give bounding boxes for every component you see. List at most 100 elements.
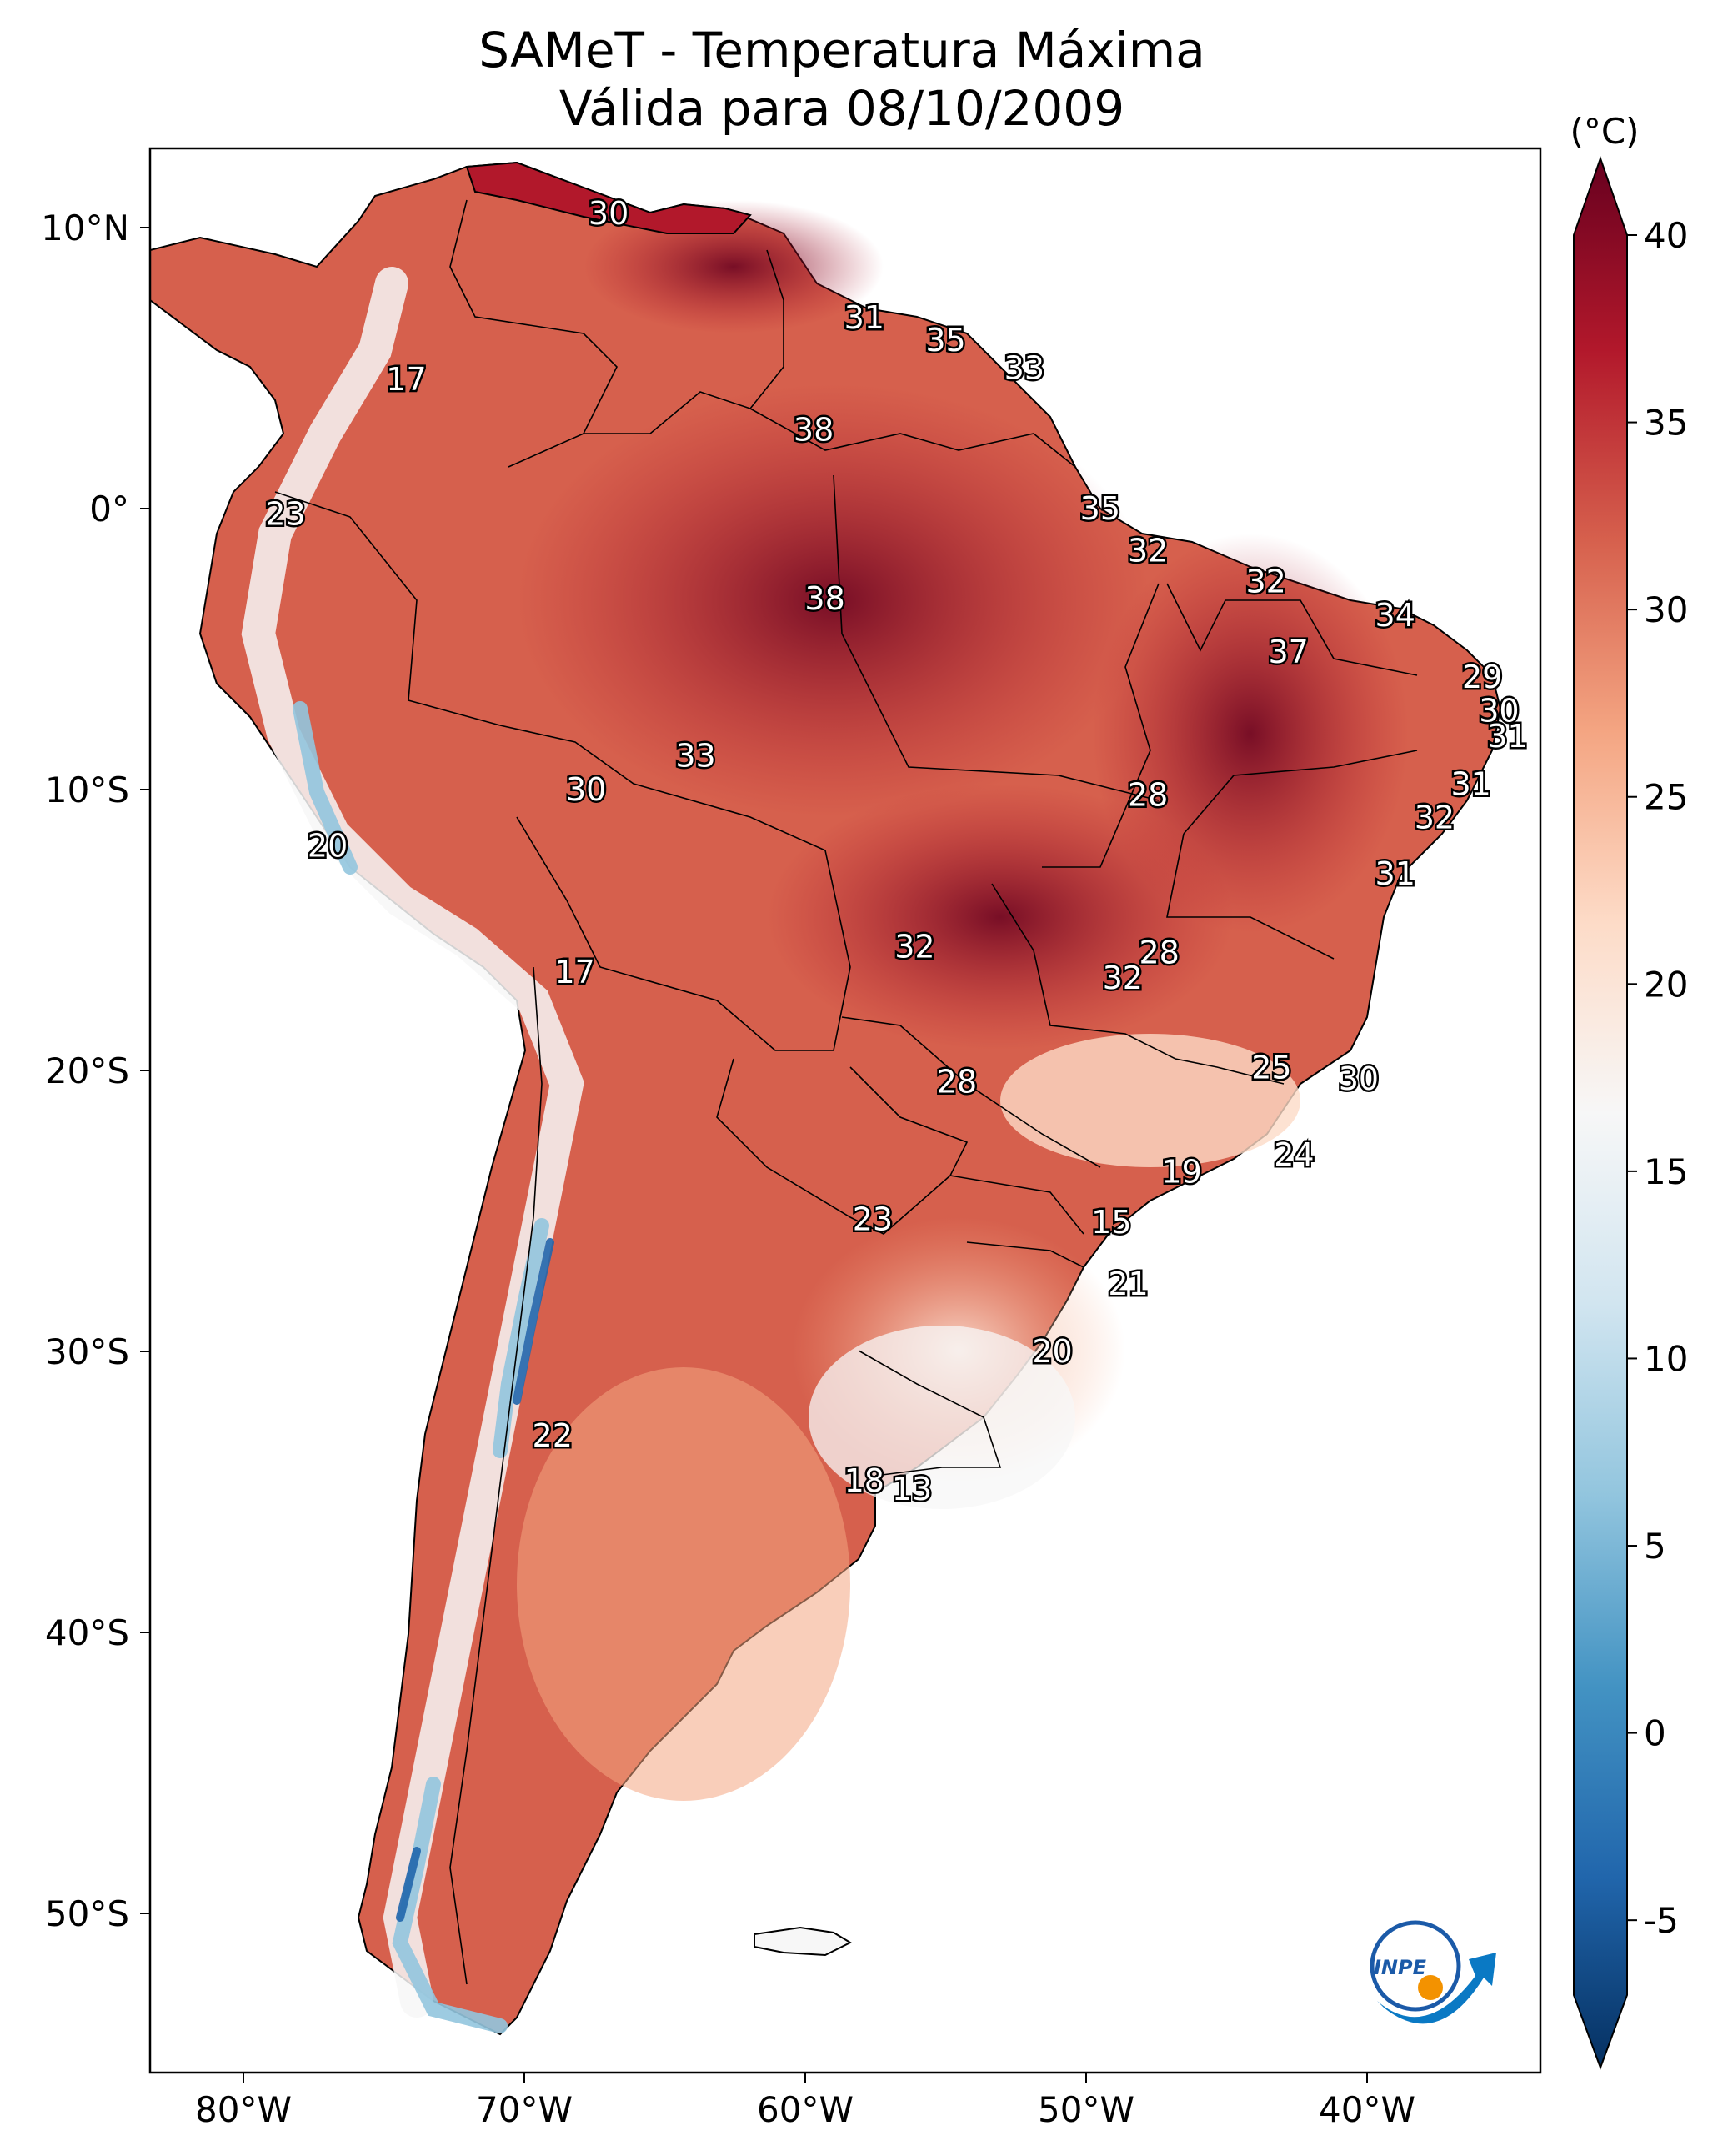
colorbar-body xyxy=(1573,155,1628,2070)
logo-orbit-icon xyxy=(1370,1920,1461,2012)
station-value-label: 32 xyxy=(1415,800,1455,836)
mild-region-uruguay xyxy=(809,1326,1075,1509)
border-brazil-north xyxy=(508,391,1076,468)
border-argentina-chile xyxy=(449,966,543,1985)
border-brazil-states-5 xyxy=(991,883,1285,1085)
border-colombia-venezuela xyxy=(449,199,618,434)
border-brazil-states-6 xyxy=(841,1016,1101,1168)
station-value-label: 24 xyxy=(1274,1136,1314,1173)
logo-text: INPE xyxy=(1374,1956,1427,1979)
logo-swoosh-icon xyxy=(1377,1953,1496,2024)
station-value-label: 17 xyxy=(554,954,594,990)
border-brazil-states-2 xyxy=(1042,583,1160,868)
latitude-labels: 10°N 0° 10°S 20°S 30°S 40°S 50°S xyxy=(41,208,150,1934)
station-value-label: 19 xyxy=(1161,1153,1201,1190)
station-value-label: 23 xyxy=(265,496,305,533)
andes-coldest-band xyxy=(293,701,549,2033)
colorbar-unit: (°C) xyxy=(1570,111,1639,152)
longitude-label: 70°W xyxy=(476,2089,573,2130)
latitude-label: 50°S xyxy=(45,1893,129,1934)
heat-core-guiana xyxy=(584,200,884,333)
station-value-label: 20 xyxy=(1032,1333,1072,1370)
border-brazil-states-4 xyxy=(1166,750,1418,960)
station-value-label: 38 xyxy=(804,580,844,617)
station-value-label: 21 xyxy=(1108,1266,1148,1302)
map-frame xyxy=(148,147,1542,2074)
border-colombia-peru xyxy=(274,491,501,726)
colorbar-tick-label: 5 xyxy=(1644,1526,1666,1567)
border-uruguay xyxy=(858,1350,1002,1477)
heat-core-amazon xyxy=(517,384,1150,817)
station-value-label: 25 xyxy=(1251,1050,1291,1086)
station-value-label: 32 xyxy=(1246,564,1286,600)
map-title-line2: Válida para 08/10/2009 xyxy=(559,80,1124,137)
station-value-label: 18 xyxy=(844,1462,884,1499)
station-value-label: 28 xyxy=(937,1063,977,1100)
longitude-label: 60°W xyxy=(757,2089,854,2130)
latitude-label: 40°S xyxy=(45,1612,129,1653)
country-borders xyxy=(274,199,1418,1985)
station-value-label: 30 xyxy=(1339,1060,1379,1097)
station-value-label: 31 xyxy=(1487,718,1527,755)
colorbar-tick-label: 35 xyxy=(1644,403,1688,444)
station-value-label: 31 xyxy=(844,299,884,336)
station-value-label: 30 xyxy=(1479,693,1519,730)
map-area xyxy=(150,148,1540,2073)
latitude-label: 20°S xyxy=(45,1050,129,1091)
colorbar-ticks: 40 35 30 25 20 15 10 5 0 -5 xyxy=(1627,215,1688,1941)
logo-sun-icon xyxy=(1418,1975,1443,2000)
map-title-line1: SAMeT - Temperatura Máxima xyxy=(478,22,1205,78)
latitude-label: 30°S xyxy=(45,1331,129,1372)
station-value-label: 32 xyxy=(1103,960,1143,996)
colorbar-tick-label: 10 xyxy=(1644,1338,1688,1379)
border-bolivia xyxy=(516,816,851,1051)
longitude-label: 80°W xyxy=(195,2089,292,2130)
falkland-islands xyxy=(754,1926,853,1957)
station-value-label: 20 xyxy=(308,827,348,864)
station-value-label: 29 xyxy=(1462,659,1502,695)
station-value-label: 33 xyxy=(1004,350,1044,387)
colorbar-tick-label: -5 xyxy=(1644,1900,1679,1941)
mild-region-sao-paulo xyxy=(1000,1034,1300,1167)
station-value-label: 28 xyxy=(1128,777,1168,814)
andes-deep-cold xyxy=(396,1238,554,1922)
station-value-label: 30 xyxy=(589,195,629,232)
inpe-logo: INPE xyxy=(1370,1920,1496,2024)
station-value-label: 22 xyxy=(533,1417,573,1454)
colorbar-tick-label: 25 xyxy=(1644,777,1688,818)
latitude-label: 10°N xyxy=(41,208,129,248)
caribbean-edge xyxy=(465,161,752,234)
station-value-label: 13 xyxy=(892,1471,932,1507)
colorbar: (°C) 40 35 30 25 20 15 10 5 0 -5 xyxy=(1570,111,1688,2070)
heat-core-central xyxy=(767,784,1234,1050)
station-value-label: 34 xyxy=(1375,597,1415,634)
station-value-label: 32 xyxy=(1128,533,1168,569)
station-value-label: 23 xyxy=(853,1201,893,1238)
station-value-label: 35 xyxy=(925,322,965,358)
andes-cold-band xyxy=(241,267,584,2018)
colorbar-tick-label: 30 xyxy=(1644,589,1688,630)
station-value-label: 30 xyxy=(566,771,606,808)
station-value-label: 31 xyxy=(1451,765,1491,802)
border-venezuela-guyana xyxy=(749,249,784,409)
longitude-label: 50°W xyxy=(1038,2089,1134,2130)
border-brazil-states-7 xyxy=(949,1175,1084,1268)
colorbar-tick-label: 20 xyxy=(1644,964,1688,1005)
station-value-label: 38 xyxy=(794,412,834,449)
latitude-label: 10°S xyxy=(45,770,129,810)
border-brazil-states-1 xyxy=(833,474,1160,801)
border-peru-brazil xyxy=(499,725,826,851)
colorbar-tick-label: 0 xyxy=(1644,1713,1666,1754)
latitude-label: 0° xyxy=(89,489,129,529)
longitude-label: 40°W xyxy=(1319,2089,1415,2130)
station-value-label: 33 xyxy=(675,738,715,775)
colorbar-tick-label: 15 xyxy=(1644,1151,1688,1192)
colorbar-tick-label: 40 xyxy=(1644,215,1688,256)
border-brazil-states-3 xyxy=(1166,583,1418,676)
station-value-label: 32 xyxy=(894,929,934,965)
longitude-labels: 80°W 70°W 60°W 50°W 40°W xyxy=(195,2073,1415,2130)
station-value-label: 37 xyxy=(1268,634,1308,670)
station-value-label: 15 xyxy=(1091,1204,1131,1241)
